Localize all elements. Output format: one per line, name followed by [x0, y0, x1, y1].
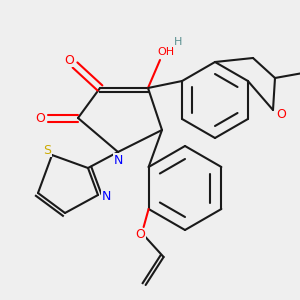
Text: O: O [64, 53, 74, 67]
Text: O: O [136, 229, 146, 242]
Text: N: N [101, 190, 111, 203]
Text: OH: OH [158, 47, 175, 57]
Text: O: O [276, 109, 286, 122]
Text: S: S [43, 143, 51, 157]
Text: O: O [35, 112, 45, 124]
Text: H: H [174, 37, 182, 47]
Text: N: N [113, 154, 123, 166]
